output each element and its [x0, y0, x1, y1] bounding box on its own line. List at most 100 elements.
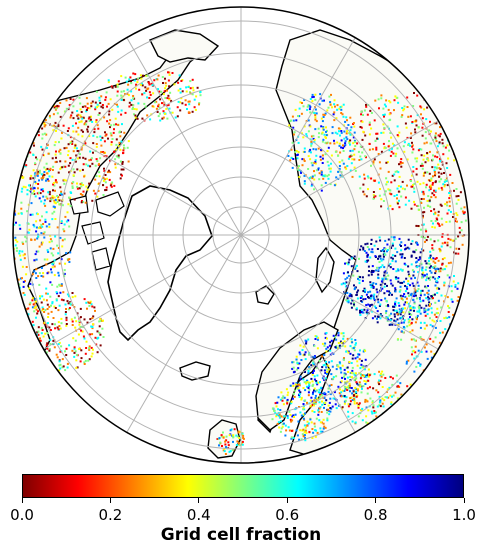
- grid-cell: [332, 334, 335, 337]
- grid-cell: [42, 104, 45, 107]
- grid-cell: [425, 279, 428, 282]
- grid-cell: [164, 97, 167, 99]
- grid-cell: [389, 154, 392, 157]
- grid-cell: [313, 139, 316, 141]
- grid-cell: [284, 434, 287, 437]
- grid-cell: [312, 369, 315, 372]
- grid-cell: [19, 345, 21, 348]
- grid-cell: [20, 327, 23, 330]
- grid-cell: [130, 90, 133, 93]
- grid-cell: [115, 138, 118, 141]
- grid-cell: [426, 199, 429, 202]
- grid-cell: [323, 114, 326, 116]
- grid-cell: [84, 157, 87, 160]
- grid-cell: [278, 426, 281, 429]
- grid-cell: [312, 356, 315, 359]
- grid-cell: [313, 355, 316, 358]
- grid-cell: [117, 123, 120, 126]
- grid-cell: [274, 402, 277, 405]
- grid-cell: [410, 338, 413, 341]
- grid-cell: [189, 87, 192, 90]
- grid-cell: [64, 303, 67, 306]
- grid-cell: [67, 164, 70, 167]
- grid-cell: [380, 94, 383, 97]
- grid-cell: [409, 137, 412, 139]
- grid-cell: [102, 319, 104, 322]
- grid-cell: [290, 429, 293, 432]
- grid-cell: [36, 174, 39, 177]
- grid-cell: [45, 225, 48, 228]
- grid-cell: [42, 232, 45, 235]
- grid-cell: [416, 242, 418, 244]
- grid-cell: [51, 283, 54, 286]
- grid-cell: [303, 180, 306, 183]
- grid-cell: [368, 270, 371, 272]
- grid-cell: [405, 286, 408, 288]
- grid-cell: [56, 326, 59, 329]
- grid-cell: [356, 402, 358, 405]
- grid-cell: [344, 399, 347, 402]
- grid-cell: [428, 368, 431, 371]
- grid-cell: [411, 403, 414, 406]
- grid-cell: [304, 429, 307, 432]
- grid-cell: [339, 366, 342, 369]
- grid-cell: [313, 170, 315, 173]
- grid-cell: [418, 309, 421, 312]
- grid-cell: [355, 381, 358, 384]
- grid-cell: [457, 195, 460, 197]
- grid-cell: [98, 175, 101, 178]
- grid-cell: [446, 274, 449, 277]
- grid-cell: [367, 274, 370, 277]
- grid-cell: [350, 133, 353, 136]
- grid-cell: [310, 135, 313, 138]
- grid-cell: [303, 381, 306, 384]
- grid-cell: [314, 128, 317, 131]
- grid-cell: [360, 300, 363, 302]
- grid-cell: [82, 326, 85, 329]
- grid-cell: [417, 271, 420, 274]
- grid-cell: [348, 361, 351, 363]
- grid-cell: [60, 283, 63, 286]
- grid-cell: [87, 117, 90, 120]
- grid-cell: [296, 434, 299, 437]
- grid-cell: [371, 283, 374, 286]
- grid-cell: [408, 313, 411, 315]
- grid-cell: [294, 389, 297, 392]
- grid-cell: [443, 124, 446, 127]
- grid-cell: [404, 295, 407, 298]
- grid-cell: [347, 351, 350, 354]
- grid-cell: [177, 100, 180, 103]
- grid-cell: [40, 113, 42, 116]
- grid-cell: [38, 191, 40, 194]
- grid-cell: [382, 255, 385, 258]
- grid-cell: [55, 299, 58, 302]
- grid-cell: [419, 200, 422, 203]
- grid-cell: [385, 310, 388, 313]
- grid-cell: [41, 188, 44, 191]
- grid-cell: [108, 110, 111, 113]
- grid-cell: [149, 93, 152, 96]
- grid-cell: [26, 193, 29, 196]
- grid-cell: [35, 156, 37, 159]
- grid-cell: [424, 260, 427, 263]
- grid-cell: [37, 170, 40, 173]
- grid-cell: [87, 359, 90, 362]
- grid-cell: [429, 337, 432, 340]
- grid-cell: [439, 250, 442, 253]
- grid-cell: [315, 169, 318, 172]
- grid-cell: [354, 169, 357, 172]
- grid-cell: [348, 258, 351, 261]
- grid-cell: [314, 93, 317, 96]
- grid-cell: [168, 73, 171, 76]
- grid-cell: [68, 295, 70, 298]
- grid-cell: [357, 415, 360, 418]
- grid-cell: [302, 413, 305, 416]
- grid-cell: [335, 375, 338, 378]
- grid-cell: [313, 375, 316, 378]
- grid-cell: [35, 277, 38, 279]
- grid-cell: [441, 235, 444, 238]
- grid-cell: [47, 179, 50, 182]
- grid-cell: [401, 269, 404, 272]
- grid-cell: [114, 85, 117, 88]
- grid-cell: [108, 113, 111, 116]
